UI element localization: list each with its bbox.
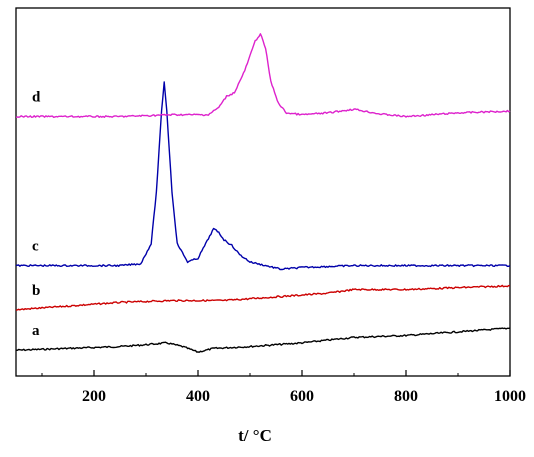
series-label-b: b [32,283,40,299]
plot-frame [15,7,511,377]
x-axis-tick-labels: 200 400 600 800 1000 [82,388,526,405]
x-tick-label-1000: 1000 [494,388,526,405]
x-tick-label-600: 600 [290,388,314,405]
x-axis-title: t/ °C [238,426,272,445]
series-line-c [15,81,511,271]
series-line-a [15,327,511,353]
series-label-d: d [32,90,41,106]
x-tick-label-800: 800 [394,388,418,405]
series-line-b [15,284,511,312]
x-axis-ticks [41,370,511,376]
series-lines [15,33,511,353]
x-tick-label-400: 400 [186,388,210,405]
series-label-a: a [32,323,40,339]
x-tick-label-200: 200 [82,388,106,405]
series-line-d [15,33,511,118]
series-label-c: c [32,239,39,255]
series-labels: a b c d [32,90,41,340]
